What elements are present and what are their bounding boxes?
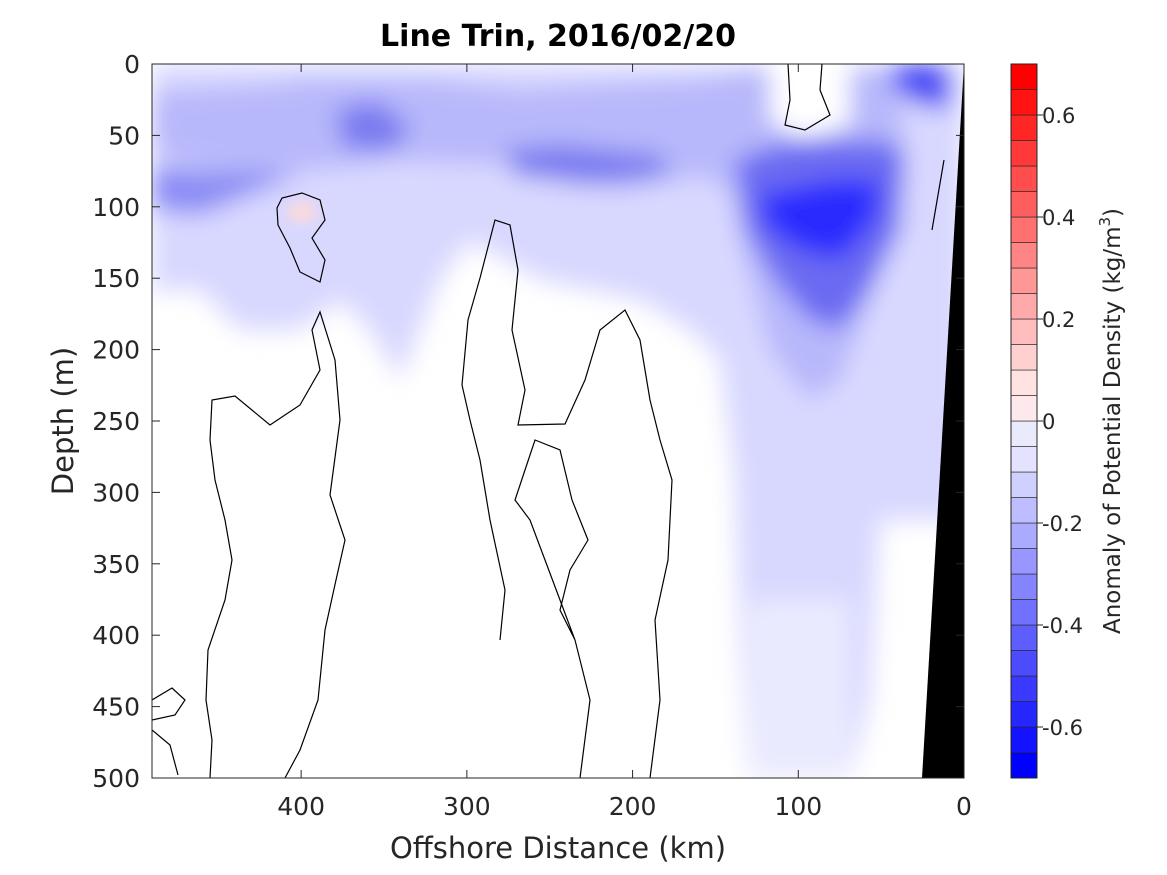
- colorbar-ticks: -0.6 -0.4 -0.2 0 0.2 0.4 0.6: [1037, 104, 1083, 740]
- y-tick-label: 150: [92, 264, 140, 293]
- deep-weak-anomaly: [748, 600, 850, 778]
- colorbar-bin: [1010, 344, 1038, 371]
- mid-anomaly-layer: [152, 70, 905, 400]
- shelf-surface-core: [890, 64, 950, 110]
- contour-4: [784, 64, 831, 131]
- colorbar-bin: [1010, 497, 1038, 524]
- colorbar-bin: [1010, 63, 1038, 90]
- y-tick-label: 50: [108, 121, 140, 150]
- colorbar-bin: [1010, 548, 1038, 575]
- colorbar-bin: [1010, 701, 1038, 728]
- subsurface-band: [152, 165, 300, 215]
- colorbar-bin: [1010, 369, 1038, 396]
- colorbar-bin: [1010, 318, 1038, 345]
- colorbar-label-end: ): [1100, 208, 1126, 217]
- contour-7: [152, 729, 179, 776]
- colorbar-label: Anomaly of Potential Density (kg/m3): [1096, 208, 1126, 634]
- core-360km: [335, 100, 410, 150]
- colorbar-bin: [1010, 165, 1038, 192]
- y-tick-label: 0: [124, 50, 140, 79]
- x-tick-label: 300: [443, 792, 491, 821]
- colorbar-bin: [1010, 293, 1038, 320]
- zero-contours: [152, 64, 945, 778]
- x-tick-label: 100: [774, 792, 822, 821]
- colorbar-bin: [1010, 471, 1038, 498]
- colorbar-bin: [1010, 599, 1038, 626]
- contour-8: [931, 159, 945, 231]
- colorbar-tick-label: 0: [1042, 410, 1055, 434]
- colorbar-label-text: Anomaly of Potential Density (kg/m: [1100, 226, 1126, 634]
- plot-area: [151, 63, 965, 779]
- colorbar-bins: [1010, 63, 1038, 779]
- colorbar-bin: [1010, 420, 1038, 447]
- colorbar-tick-label: -0.2: [1042, 512, 1083, 536]
- colorbar: -0.6 -0.4 -0.2 0 0.2 0.4 0.6 Anomaly of Potent…: [1010, 63, 1126, 779]
- deep-core-inner: [760, 180, 880, 260]
- colorbar-bin: [1010, 573, 1038, 600]
- y-axis-ticks: 0 50 100 150 200 250 300 350 400 450 500: [92, 50, 964, 793]
- x-tick-label: 0: [956, 792, 972, 821]
- x-axis-label: Offshore Distance (km): [390, 831, 726, 865]
- density-field: [152, 64, 964, 778]
- colorbar-tick-label: -0.6: [1042, 716, 1083, 740]
- colorbar-bin: [1010, 650, 1038, 677]
- colorbar-bin: [1010, 675, 1038, 702]
- colorbar-bin: [1010, 242, 1038, 269]
- colorbar-tick-label: -0.4: [1042, 614, 1083, 638]
- contour-6: [152, 687, 186, 721]
- colorbar-bin: [1010, 752, 1038, 779]
- y-tick-label: 450: [92, 693, 140, 722]
- x-tick-label: 200: [609, 792, 657, 821]
- y-tick-label: 350: [92, 550, 140, 579]
- colorbar-bin: [1010, 140, 1038, 167]
- colorbar-bin: [1010, 446, 1038, 473]
- colorbar-bin: [1010, 624, 1038, 651]
- y-tick-label: 250: [92, 407, 140, 436]
- y-axis-label: Depth (m): [46, 347, 80, 495]
- colorbar-bin: [1010, 267, 1038, 294]
- colorbar-bin: [1010, 191, 1038, 218]
- colorbar-bin: [1010, 89, 1038, 116]
- colorbar-tick-label: 0.2: [1042, 308, 1075, 332]
- y-tick-label: 100: [92, 193, 140, 222]
- surface-gap: [770, 64, 850, 140]
- x-tick-label: 400: [277, 792, 325, 821]
- contour-1: [205, 310, 346, 778]
- bathymetry: [922, 64, 964, 778]
- colorbar-label-sup: 3: [1096, 217, 1114, 227]
- x-axis-ticks: 400 300 200 100 0: [277, 64, 972, 821]
- colorbar-bin: [1010, 216, 1038, 243]
- contour-2: [461, 219, 673, 778]
- y-tick-label: 500: [92, 764, 140, 793]
- colorbar-tick-label: 0.4: [1042, 206, 1075, 230]
- y-tick-label: 300: [92, 478, 140, 507]
- colorbar-tick-label: 0.6: [1042, 104, 1075, 128]
- core-255km: [505, 145, 670, 185]
- colorbar-bin: [1010, 522, 1038, 549]
- y-tick-label: 400: [92, 621, 140, 650]
- contour-5: [276, 192, 326, 283]
- y-tick-label: 200: [92, 336, 140, 365]
- colorbar-bin: [1010, 114, 1038, 141]
- contour-3: [514, 439, 591, 778]
- warm-patch: [287, 201, 317, 223]
- colorbar-bin: [1010, 726, 1038, 753]
- colorbar-bin: [1010, 395, 1038, 422]
- chart-title: Line Trin, 2016/02/20: [380, 19, 736, 54]
